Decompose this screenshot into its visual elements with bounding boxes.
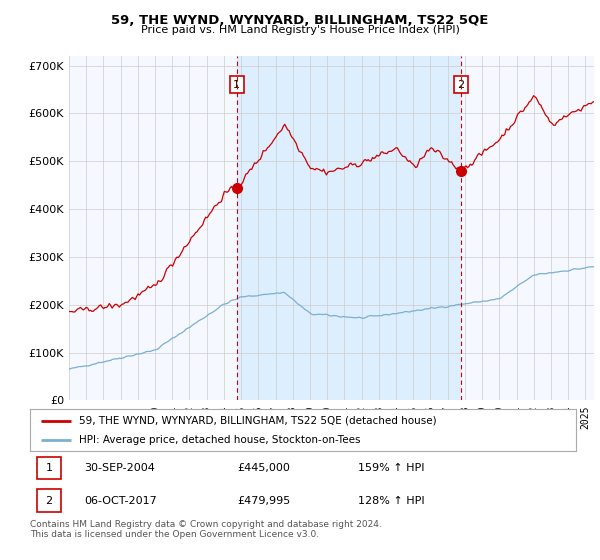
Text: 1: 1 bbox=[46, 463, 52, 473]
Text: 159% ↑ HPI: 159% ↑ HPI bbox=[358, 463, 424, 473]
Text: 06-OCT-2017: 06-OCT-2017 bbox=[85, 496, 157, 506]
Text: 59, THE WYND, WYNYARD, BILLINGHAM, TS22 5QE (detached house): 59, THE WYND, WYNYARD, BILLINGHAM, TS22 … bbox=[79, 416, 437, 426]
Bar bbox=[237, 56, 461, 400]
Text: £479,995: £479,995 bbox=[238, 496, 291, 506]
Text: 59, THE WYND, WYNYARD, BILLINGHAM, TS22 5QE: 59, THE WYND, WYNYARD, BILLINGHAM, TS22 … bbox=[112, 14, 488, 27]
FancyBboxPatch shape bbox=[37, 457, 61, 479]
Text: 2: 2 bbox=[45, 496, 52, 506]
Text: 1: 1 bbox=[233, 80, 241, 90]
Text: HPI: Average price, detached house, Stockton-on-Tees: HPI: Average price, detached house, Stoc… bbox=[79, 435, 361, 445]
Text: Contains HM Land Registry data © Crown copyright and database right 2024.
This d: Contains HM Land Registry data © Crown c… bbox=[30, 520, 382, 539]
Text: 128% ↑ HPI: 128% ↑ HPI bbox=[358, 496, 424, 506]
FancyBboxPatch shape bbox=[37, 489, 61, 512]
Text: 30-SEP-2004: 30-SEP-2004 bbox=[85, 463, 155, 473]
Text: £445,000: £445,000 bbox=[238, 463, 290, 473]
Text: 2: 2 bbox=[457, 80, 464, 90]
Text: Price paid vs. HM Land Registry's House Price Index (HPI): Price paid vs. HM Land Registry's House … bbox=[140, 25, 460, 35]
